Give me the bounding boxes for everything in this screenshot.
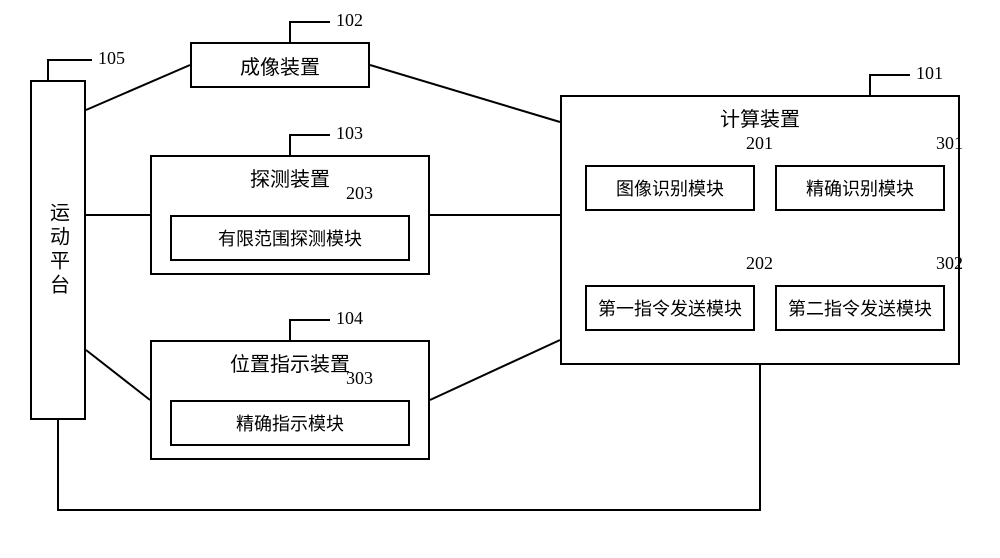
label-201: 201 — [746, 133, 773, 154]
block-203-limited-range-detection-module: 有限范围探测模块 — [170, 215, 410, 261]
label-301: 301 — [936, 133, 963, 154]
block-201-image-recognition-module: 图像识别模块 — [585, 165, 755, 211]
block-202-title: 第一指令发送模块 — [598, 295, 742, 321]
block-103-title: 探测装置 — [152, 157, 428, 196]
block-102-title: 成像装置 — [240, 47, 320, 84]
label-202: 202 — [746, 253, 773, 274]
label-105: 105 — [98, 48, 125, 69]
block-302-second-instruction-send-module: 第二指令发送模块 — [775, 285, 945, 331]
block-101-title: 计算装置 — [562, 97, 958, 136]
block-104-title: 位置指示装置 — [152, 342, 428, 381]
block-303-title: 精确指示模块 — [236, 410, 344, 436]
label-104: 104 — [336, 308, 363, 329]
label-101: 101 — [916, 63, 943, 84]
block-201-title: 图像识别模块 — [616, 175, 724, 201]
block-302-title: 第二指令发送模块 — [788, 295, 932, 321]
block-105-title: 运动平台 — [32, 82, 84, 418]
block-301-title: 精确识别模块 — [806, 175, 914, 201]
label-303: 303 — [346, 368, 373, 389]
block-102-imaging-device: 成像装置 — [190, 42, 370, 88]
label-302: 302 — [936, 253, 963, 274]
block-203-title: 有限范围探测模块 — [218, 225, 362, 251]
block-303-precise-indication-module: 精确指示模块 — [170, 400, 410, 446]
label-103: 103 — [336, 123, 363, 144]
block-202-first-instruction-send-module: 第一指令发送模块 — [585, 285, 755, 331]
block-301-precise-recognition-module: 精确识别模块 — [775, 165, 945, 211]
label-102: 102 — [336, 10, 363, 31]
label-203: 203 — [346, 183, 373, 204]
block-105-motion-platform: 运动平台 — [30, 80, 86, 420]
